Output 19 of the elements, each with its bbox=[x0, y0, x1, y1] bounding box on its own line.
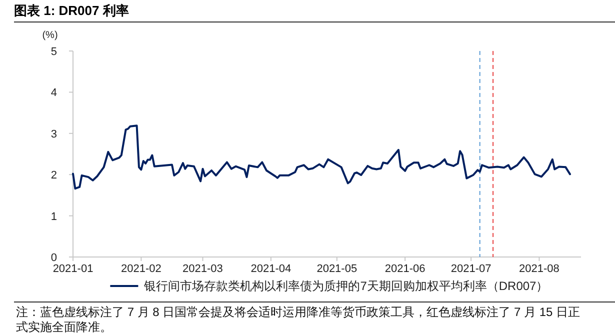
legend-label: 银行间市场存款类机构以利率债为质押的7天期回购加权平均利率（DR007） bbox=[143, 279, 548, 293]
y-tick-label: 0 bbox=[50, 252, 57, 264]
y-tick-label: 1 bbox=[50, 210, 57, 223]
y-tick-label: 5 bbox=[50, 46, 57, 58]
x-tick-label: 2021-02 bbox=[120, 263, 162, 275]
x-tick-label: 2021-05 bbox=[316, 263, 358, 275]
y-tick-label: 3 bbox=[50, 128, 57, 140]
x-tick-label: 2021-03 bbox=[182, 263, 223, 275]
line-series bbox=[72, 124, 572, 190]
x-tick-label: 2021-07 bbox=[450, 263, 492, 275]
x-tick-label: 2021-01 bbox=[52, 263, 94, 275]
y-tick-label: 4 bbox=[50, 87, 57, 100]
chart-title: 图表 1: DR007 利率 bbox=[14, 3, 129, 18]
text: 注：蓝色虚线标注了 7 月 8 日国常会提及将会适时运用降准等货币政策工具，红色虚线标注了 7 月 15 日正式实施全面降准。 bbox=[16, 305, 580, 334]
x-tick-label: 2021-08 bbox=[519, 263, 560, 275]
y-tick-label: 2 bbox=[50, 170, 57, 182]
y-axis-title: (%) bbox=[42, 30, 58, 41]
x-tick-label: 2021-06 bbox=[384, 263, 426, 275]
x-tick-label: 2021-04 bbox=[250, 263, 292, 275]
